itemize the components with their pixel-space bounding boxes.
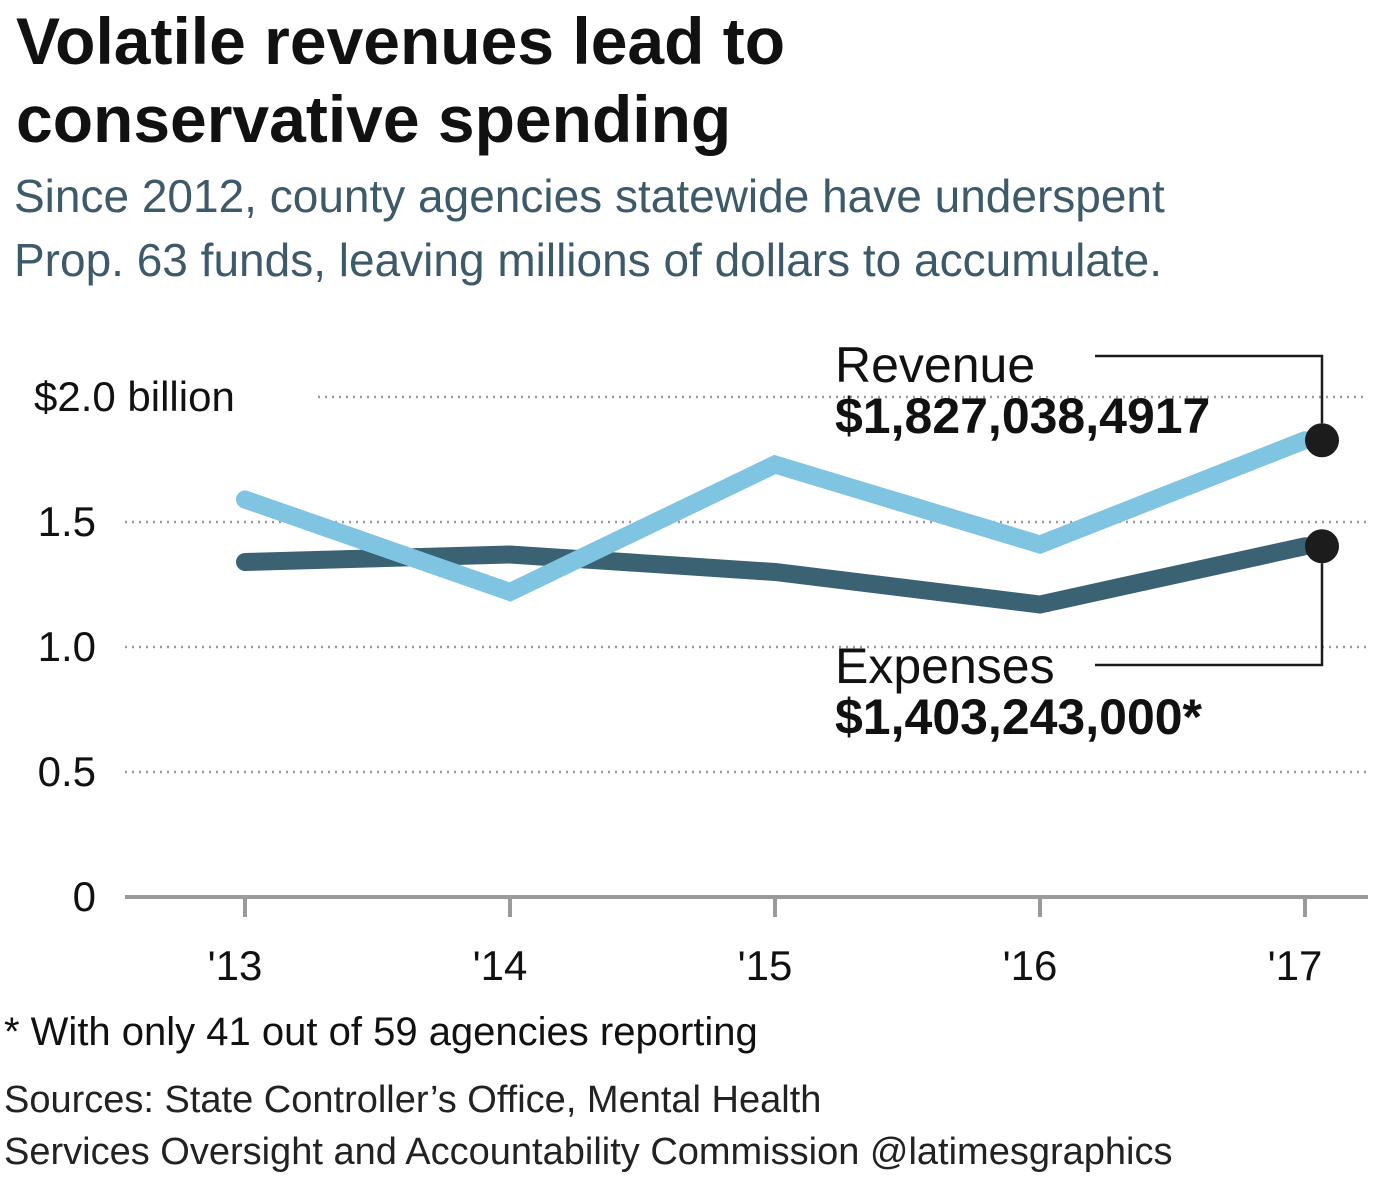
chart-subtitle-line-2: Prop. 63 funds, leaving millions of doll… bbox=[14, 234, 1163, 286]
sources-line-1: Sources: State Controller’s Office, Ment… bbox=[4, 1079, 822, 1121]
chart-title-line-1: Volatile revenues lead to bbox=[16, 4, 786, 78]
sources-line-2: Services Oversight and Accountability Co… bbox=[4, 1131, 1173, 1173]
chart-subtitle: Since 2012, county agencies statewide ha… bbox=[14, 164, 1394, 292]
y-tick-label: 0.5 bbox=[38, 748, 96, 795]
x-axis bbox=[125, 895, 1368, 917]
chart-subtitle-line-1: Since 2012, county agencies statewide ha… bbox=[14, 170, 1165, 222]
series-line-revenue bbox=[236, 431, 1314, 602]
end-point-expenses bbox=[1305, 529, 1339, 564]
series-callouts: Revenue$1,827,038,4917 Expenses$1,403,243… bbox=[835, 337, 1339, 745]
sources-credit: Sources: State Controller’s Office, Ment… bbox=[4, 1074, 1398, 1178]
x-tick-label: '15 bbox=[738, 942, 793, 989]
y-tick-label: 1.5 bbox=[38, 498, 96, 545]
x-tick-label: '13 bbox=[208, 942, 263, 989]
y-tick-label: 1.0 bbox=[38, 623, 96, 670]
callout-leader bbox=[1095, 563, 1324, 667]
y-tick-label: 0 bbox=[73, 873, 96, 920]
y-tick-label: $2.0 billion bbox=[34, 373, 235, 420]
x-tick-label: '16 bbox=[1003, 942, 1058, 989]
x-tick-label: '14 bbox=[473, 942, 528, 989]
callout-leader bbox=[1095, 354, 1324, 424]
footnote: * With only 41 out of 59 agencies report… bbox=[4, 1010, 758, 1054]
series-name-expenses: Expenses bbox=[835, 638, 1055, 694]
gridlines bbox=[125, 395, 1368, 774]
chart-title-line-2: conservative spending bbox=[16, 82, 732, 156]
series-value-revenue: $1,827,038,4917 bbox=[835, 388, 1210, 444]
x-tick-label: '17 bbox=[1268, 942, 1323, 989]
series-lines bbox=[236, 431, 1314, 614]
end-point-revenue bbox=[1305, 423, 1339, 458]
x-axis-tick-labels: '13 '14 '15 '16 '17 bbox=[208, 942, 1323, 989]
series-value-expenses: $1,403,243,000* bbox=[835, 689, 1203, 745]
series-name-revenue: Revenue bbox=[835, 337, 1035, 393]
y-axis-tick-labels: $2.0 billion 1.5 1.0 0.5 0 bbox=[34, 373, 235, 920]
chart-title: Volatile revenues lead to conservative s… bbox=[16, 2, 1116, 158]
